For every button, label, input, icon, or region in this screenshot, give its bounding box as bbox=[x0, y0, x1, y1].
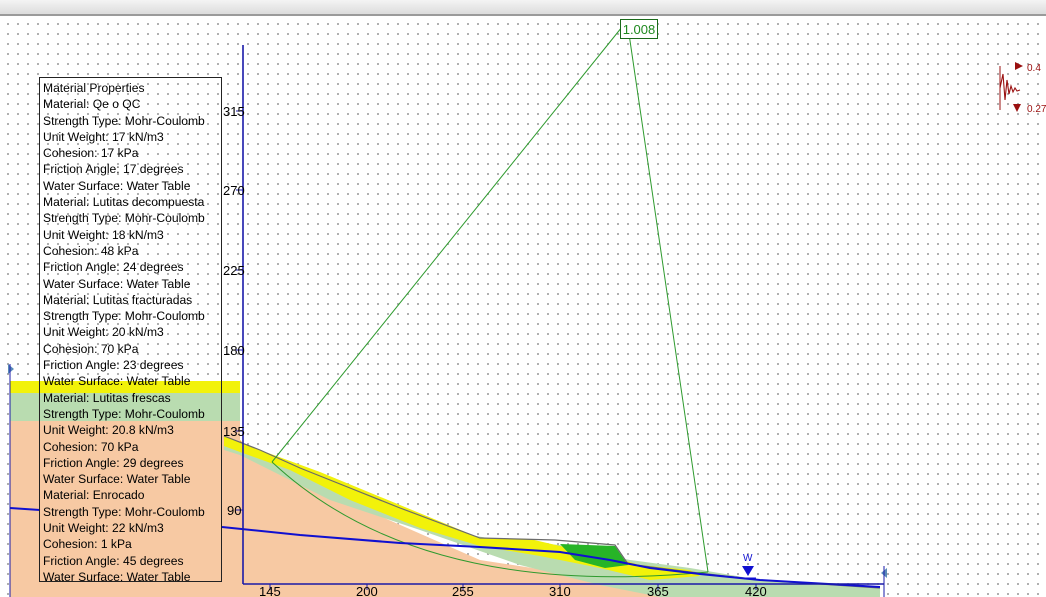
y-tick-label: 180 bbox=[223, 343, 245, 358]
material-properties-title: Material Properties bbox=[43, 81, 145, 95]
material-strength-type: Strength Type: Mohr-Coulomb bbox=[43, 211, 205, 226]
seismic-load-indicator[interactable]: 0.4 0.27 bbox=[999, 62, 1046, 115]
layer-qe-left bbox=[10, 381, 240, 393]
water-marker-label: W bbox=[743, 553, 753, 564]
layer-lutitas-decompuesta-left bbox=[10, 393, 240, 421]
seismic-vertical-value: 0.27 bbox=[1027, 104, 1046, 115]
material-unit-weight: Unit Weight: 20.8 kN/m3 bbox=[43, 423, 174, 438]
seismic-arrow-right-icon bbox=[1015, 62, 1023, 70]
slip-surface-arc bbox=[271, 461, 709, 578]
material-cohesion: Cohesion: 1 kPa bbox=[43, 537, 132, 552]
material-water-surface: Water Surface: Water Table bbox=[43, 276, 191, 291]
seismic-arrow-down-icon bbox=[1013, 104, 1021, 112]
y-tick-label: 90 bbox=[227, 503, 241, 518]
model-canvas[interactable]: W 315 270 225 180 135 90 bbox=[0, 16, 1046, 597]
material-friction-angle: Friction Angle: 45 degrees bbox=[43, 553, 184, 568]
material-name: Material: Lutitas fracturadas bbox=[43, 292, 193, 307]
material-strength-type: Strength Type: Mohr-Coulomb bbox=[43, 113, 205, 128]
material-name: Material: Qe o QC bbox=[43, 97, 141, 112]
x-tick-label: 200 bbox=[356, 584, 378, 597]
water-table-marker bbox=[742, 566, 754, 576]
enrocado-block bbox=[560, 544, 628, 568]
material-unit-weight: Unit Weight: 22 kN/m3 bbox=[43, 521, 164, 536]
material-water-surface: Water Surface: Water Table bbox=[43, 569, 191, 584]
material-properties-panel[interactable]: Material Properties Material: Qe o QC St… bbox=[39, 77, 222, 584]
material-name: Material: Lutitas decompuesta bbox=[43, 195, 205, 210]
layer-fractured-slope bbox=[240, 455, 880, 597]
material-water-surface: Water Surface: Water Table bbox=[43, 178, 191, 193]
slip-radius-right bbox=[627, 26, 709, 573]
material-unit-weight: Unit Weight: 17 kN/m3 bbox=[43, 129, 164, 144]
x-tick-label: 255 bbox=[452, 584, 474, 597]
x-tick-label: 420 bbox=[745, 584, 767, 597]
y-tick-label: 315 bbox=[223, 104, 245, 119]
y-tick-label: 225 bbox=[223, 263, 245, 278]
water-table-line bbox=[9, 507, 881, 588]
material-cohesion: Cohesion: 70 kPa bbox=[43, 439, 139, 454]
material-water-surface: Water Surface: Water Table bbox=[43, 374, 191, 389]
layer-lutitas-fracturadas bbox=[10, 421, 240, 597]
window-top-bar bbox=[0, 0, 1046, 16]
left-boundary-marker[interactable] bbox=[8, 364, 14, 374]
material-name: Material: Lutitas frescas bbox=[43, 390, 171, 405]
slope-model-view: W 315 270 225 180 135 90 bbox=[8, 26, 1046, 597]
material-cohesion: Cohesion: 48 kPa bbox=[43, 243, 139, 258]
material-unit-weight: Unit Weight: 18 kN/m3 bbox=[43, 227, 164, 242]
material-strength-type: Strength Type: Mohr-Coulomb bbox=[43, 406, 205, 421]
factor-of-safety-label[interactable]: 1.008 bbox=[620, 19, 658, 39]
x-tick-label: 145 bbox=[259, 584, 281, 597]
seismic-wave-icon bbox=[999, 73, 1021, 101]
material-strength-type: Strength Type: Mohr-Coulomb bbox=[43, 504, 205, 519]
x-axis-ticks bbox=[269, 584, 757, 590]
material-friction-angle: Friction Angle: 29 degrees bbox=[43, 455, 184, 470]
material-cohesion: Cohesion: 70 kPa bbox=[43, 341, 139, 356]
y-axis-ticks bbox=[236, 110, 243, 511]
slip-radius-left bbox=[271, 26, 623, 463]
y-tick-label: 270 bbox=[223, 183, 245, 198]
material-water-surface: Water Surface: Water Table bbox=[43, 472, 191, 487]
y-tick-label: 135 bbox=[223, 424, 245, 439]
seismic-horizontal-value: 0.4 bbox=[1027, 63, 1041, 74]
layer-decomposed-slope bbox=[224, 436, 880, 597]
material-unit-weight: Unit Weight: 20 kN/m3 bbox=[43, 325, 164, 340]
material-cohesion: Cohesion: 17 kPa bbox=[43, 146, 139, 161]
material-strength-type: Strength Type: Mohr-Coulomb bbox=[43, 309, 205, 324]
x-tick-label: 365 bbox=[647, 584, 669, 597]
material-friction-angle: Friction Angle: 24 degrees bbox=[43, 260, 184, 275]
material-name: Material: Enrocado bbox=[43, 488, 145, 503]
material-friction-angle: Friction Angle: 23 degrees bbox=[43, 358, 184, 373]
x-tick-label: 310 bbox=[549, 584, 571, 597]
material-friction-angle: Friction Angle: 17 degrees bbox=[43, 162, 184, 177]
